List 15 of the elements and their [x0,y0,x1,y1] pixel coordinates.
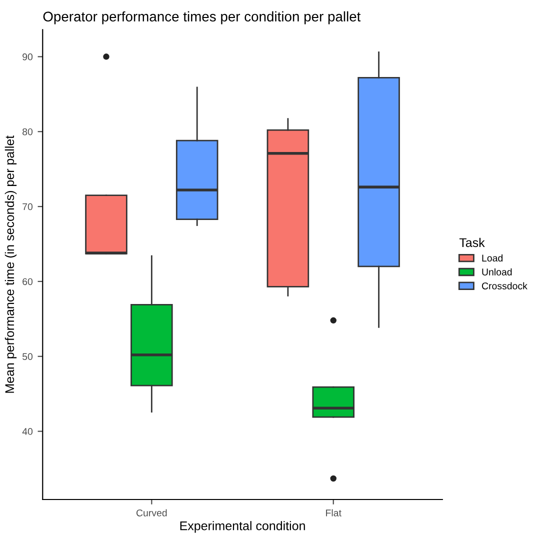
y-tick-label: 90 [22,53,33,60]
legend-label: Crossdock [482,282,528,290]
x-axis-title: Experimental condition [180,521,305,533]
y-tick-label: 80 [22,128,33,136]
y-tick-label: 60 [22,278,33,286]
x-tick-label: Flat [326,509,342,516]
y-axis-title: Mean performance time (in seconds) per pallet [4,135,17,393]
y-tick-label: 40 [22,428,33,435]
legend-title: Task [459,238,485,248]
y-tick-label: 70 [22,203,33,210]
chart-title: Operator performance times per condition per pallet [43,11,361,24]
y-tick-label: 50 [22,353,33,360]
legend-label: Unload [482,268,512,276]
x-tick-label: Curved [136,509,167,516]
legend-label: Load [482,254,502,262]
